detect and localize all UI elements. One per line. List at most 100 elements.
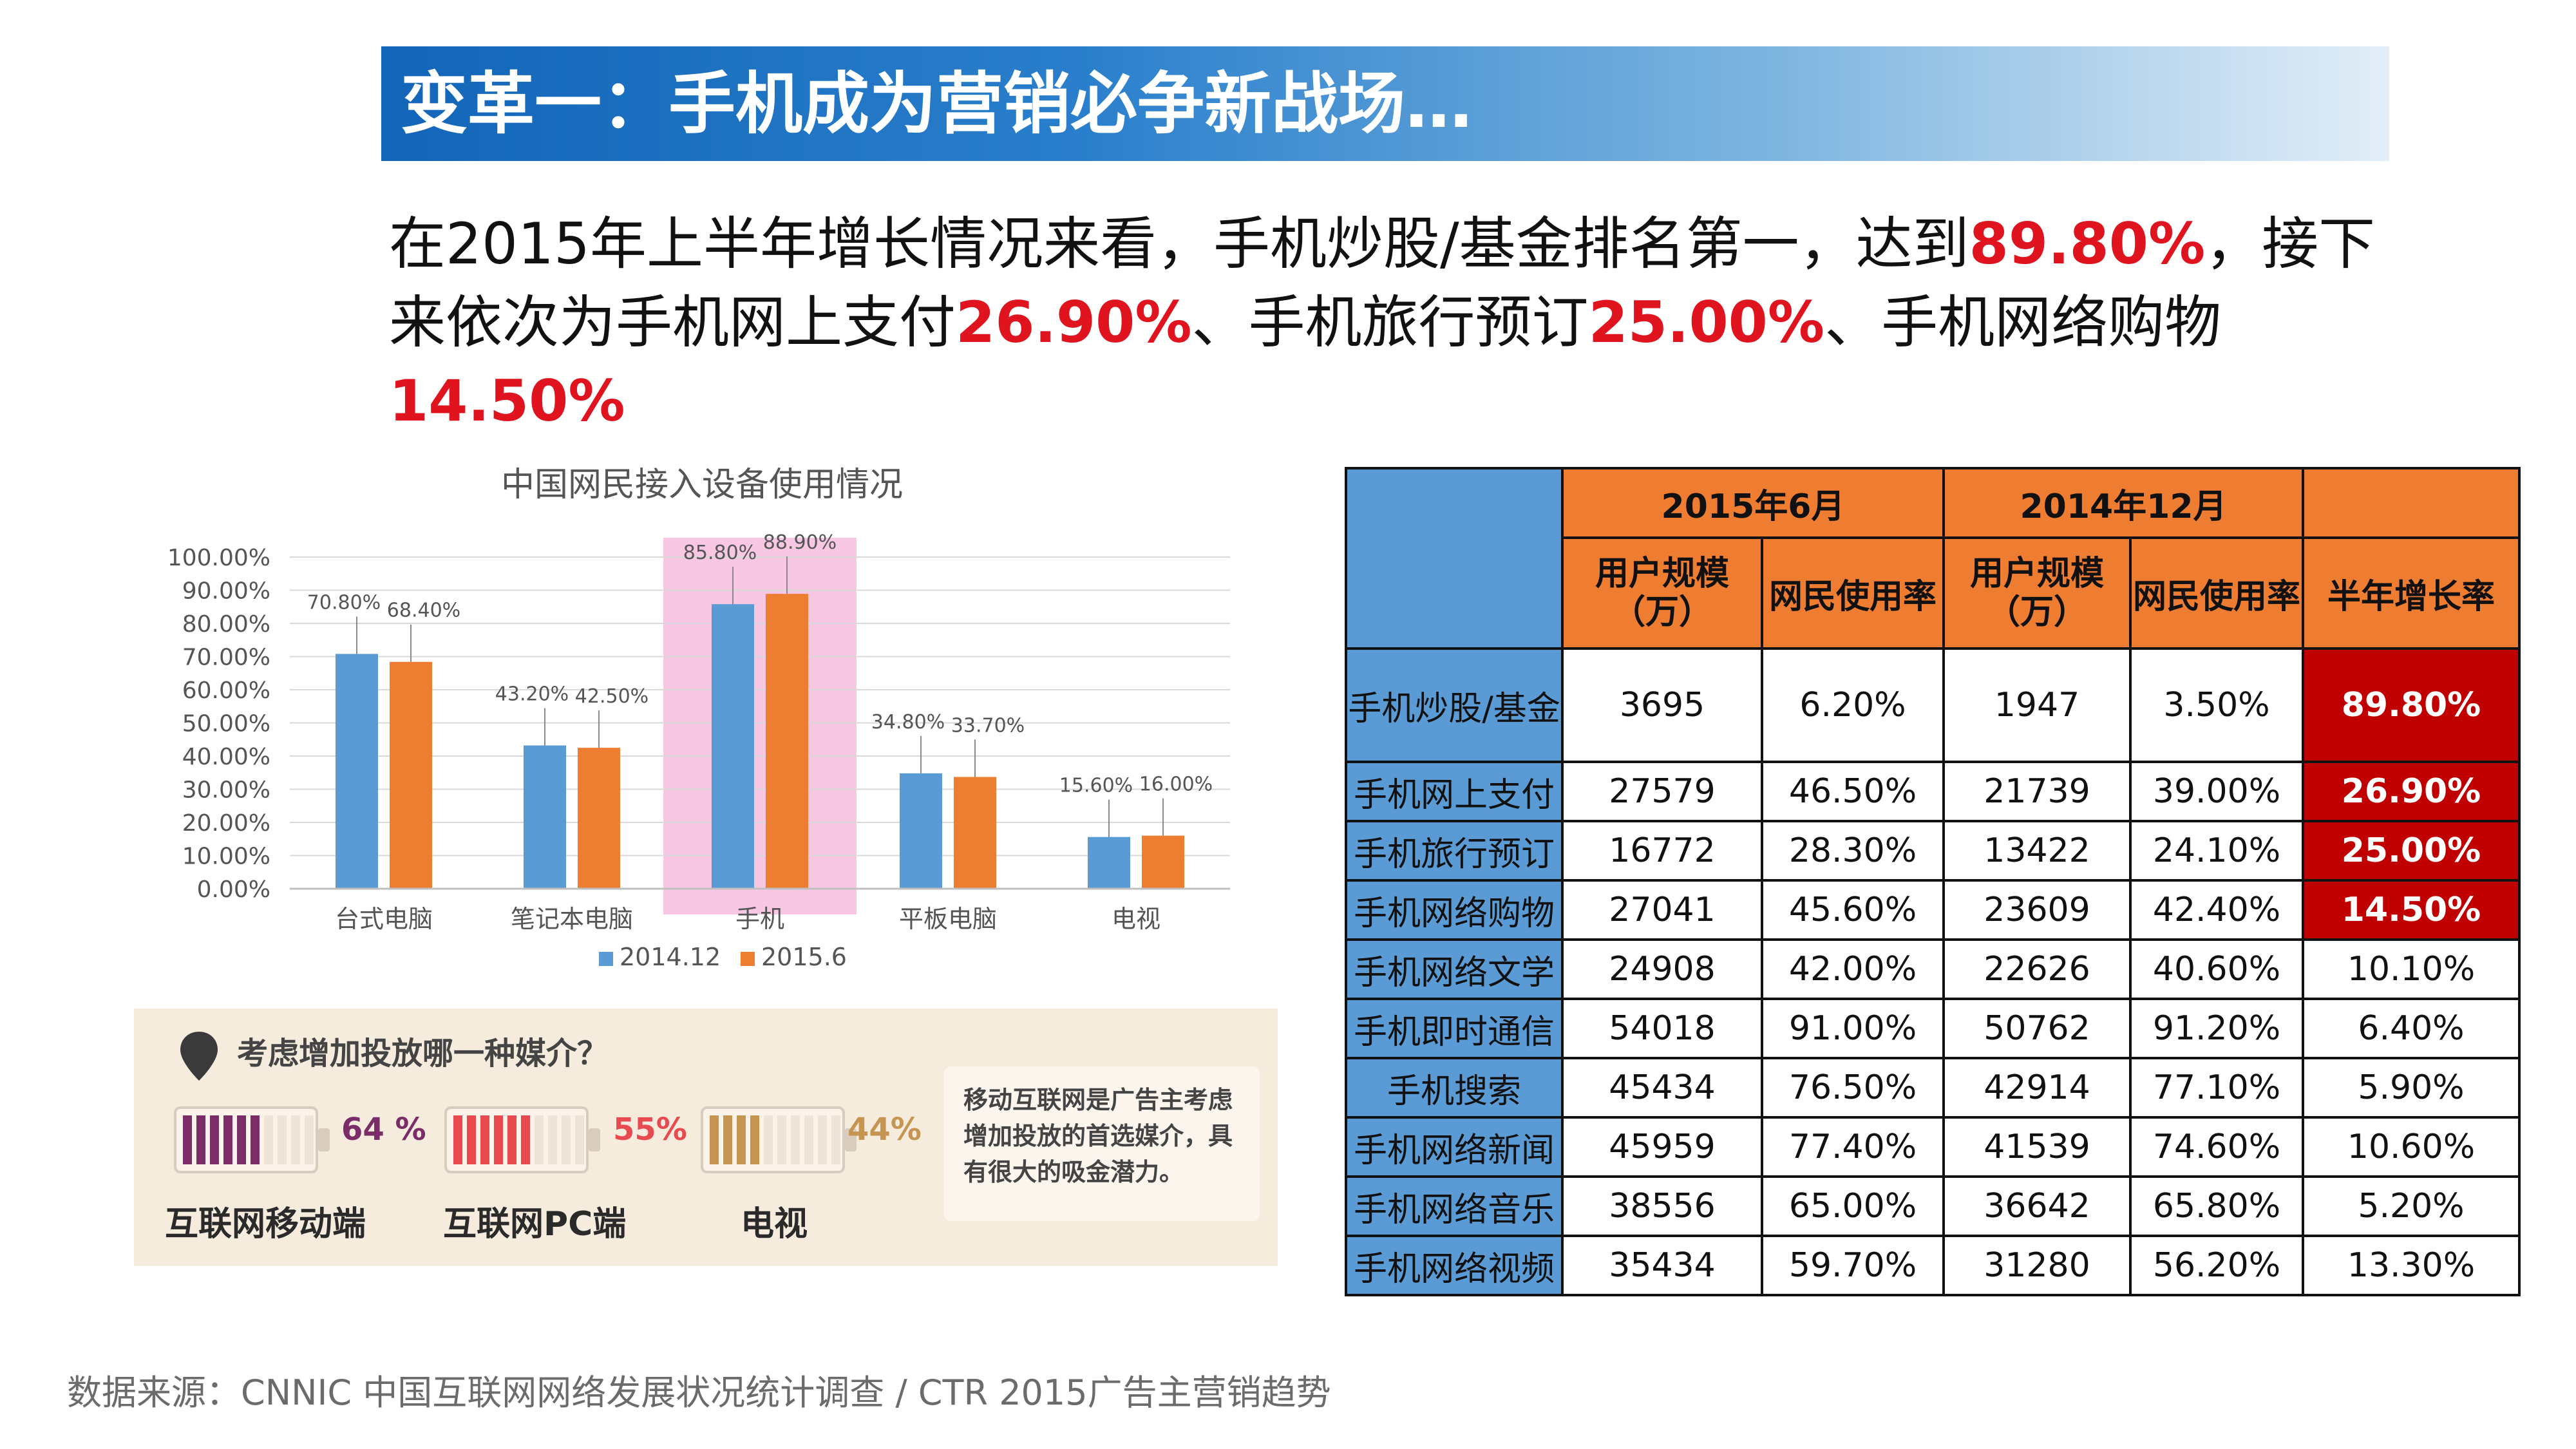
- table-row: 手机网络视频 35434 59.70% 31280 56.20% 13.30%: [1345, 1235, 2521, 1296]
- legend-label: 2014.12: [620, 943, 721, 971]
- battery-percent: 55%: [613, 1112, 687, 1148]
- media-note: 移动互联网是广告主考虑增加投放的首选媒介，具有很大的吸金潜力。: [944, 1066, 1260, 1221]
- growth-cell: 5.20%: [2302, 1175, 2521, 1237]
- row-label: 手机网络新闻: [1345, 1116, 1564, 1178]
- battery-cell: [723, 1115, 732, 1164]
- users-2014-cell: 50762: [1942, 998, 2132, 1059]
- bar-series2: [1142, 835, 1184, 889]
- table-row: 手机网上支付 27579 46.50% 21739 39.00% 26.90%: [1345, 761, 2521, 822]
- battery-cell: [237, 1115, 246, 1164]
- rate-2014-cell: 40.60%: [2129, 938, 2304, 1000]
- battery-label: 互联网PC端: [443, 1205, 627, 1244]
- row-label: 手机网络视频: [1345, 1235, 1564, 1296]
- battery-cell: [750, 1115, 759, 1164]
- users-2015-cell: 54018: [1561, 998, 1763, 1059]
- rate-2014-cell: 39.00%: [2129, 761, 2304, 822]
- battery-cell: [494, 1115, 503, 1164]
- rate-header: 网民使用率: [1761, 536, 1945, 650]
- data-label: 42.50%: [575, 685, 649, 708]
- battery-cell: [453, 1115, 462, 1164]
- growth-cell: 6.40%: [2302, 998, 2521, 1059]
- growth-cell: 25.00%: [2302, 820, 2521, 882]
- battery-cap: [318, 1128, 330, 1151]
- growth-cell: 89.80%: [2302, 647, 2521, 763]
- users-2015-cell: 45959: [1561, 1116, 1763, 1178]
- table-row: 手机网络购物 27041 45.60% 23609 42.40% 14.50%: [1345, 879, 2521, 941]
- row-label: 手机网络文学: [1345, 938, 1564, 1000]
- battery-icon: [173, 1105, 334, 1176]
- growth-cell: 26.90%: [2302, 761, 2521, 822]
- users-2015-cell: 27041: [1561, 879, 1763, 941]
- rate-header: 网民使用率: [2129, 536, 2304, 650]
- rate-2015-cell: 28.30%: [1761, 820, 1945, 882]
- x-category-label: 手机: [735, 905, 784, 933]
- table-row: 手机旅行预订 16772 28.30% 13422 24.10% 25.00%: [1345, 820, 2521, 882]
- row-label: 手机即时通信: [1345, 998, 1564, 1059]
- title-banner: 变革一：手机成为营销必争新战场…: [381, 46, 2389, 161]
- data-label: 15.60%: [1059, 775, 1133, 797]
- battery-icon: [699, 1105, 860, 1176]
- battery-percent: 44%: [848, 1112, 922, 1148]
- battery-cap: [845, 1128, 857, 1151]
- legend-label: 2015.6: [761, 943, 847, 971]
- row-label: 手机网络音乐: [1345, 1175, 1564, 1237]
- users-2015-cell: 38556: [1561, 1175, 1763, 1237]
- bar-series2: [766, 594, 808, 889]
- battery-label: 电视: [741, 1205, 808, 1244]
- users-2015-cell: 45434: [1561, 1057, 1763, 1119]
- summary-text-part: 来依次为手机网上支付: [389, 289, 956, 355]
- battery-cell: [831, 1115, 840, 1164]
- rate-2015-cell: 91.00%: [1761, 998, 1945, 1059]
- y-tick-label: 90.00%: [182, 578, 270, 605]
- mobile-app-usage-table: 2015年6月 2014年12月 用户规模（万） 网民使用率 用户规模（万） 网…: [1345, 467, 2521, 1296]
- bar-series1: [1088, 837, 1130, 889]
- growth-header-top: [2302, 467, 2521, 539]
- y-tick-label: 80.00%: [182, 611, 270, 638]
- table-row: 手机网络文学 24908 42.00% 22626 40.60% 10.10%: [1345, 938, 2521, 1000]
- y-tick-label: 40.00%: [182, 744, 270, 770]
- media-panel: 考虑增加投放哪一种媒介？ 64 % 互联网移动端 55% 互联网PC端 44% …: [134, 1009, 1278, 1266]
- x-category-label: 台式电脑: [335, 905, 433, 933]
- growth-cell: 13.30%: [2302, 1235, 2521, 1296]
- row-label: 手机旅行预订: [1345, 820, 1564, 882]
- page-title: 变革一：手机成为营销必争新战场…: [401, 64, 1473, 143]
- y-tick-label: 30.00%: [182, 777, 270, 804]
- battery-cell: [575, 1115, 584, 1164]
- rate-2015-cell: 77.40%: [1761, 1116, 1945, 1178]
- table-row: 手机搜索 45434 76.50% 42914 77.10% 5.90%: [1345, 1057, 2521, 1119]
- row-label: 手机炒股/基金: [1345, 647, 1564, 763]
- y-tick-label: 100.00%: [167, 545, 270, 571]
- battery-label: 互联网移动端: [165, 1205, 366, 1244]
- summary-text-part: 、手机旅行预订: [1191, 289, 1589, 355]
- users-2015-cell: 35434: [1561, 1235, 1763, 1296]
- summary-line-1: 在2015年上半年增长情况来看，手机炒股/基金排名第一，达到89.80%，接下: [389, 205, 2450, 283]
- rate-2015-cell: 76.50%: [1761, 1057, 1945, 1119]
- battery-cell: [251, 1115, 260, 1164]
- users-2014-cell: 1947: [1942, 647, 2132, 763]
- table-corner-cell: [1345, 467, 1564, 650]
- row-label: 手机网络购物: [1345, 879, 1564, 941]
- battery-cell: [804, 1115, 813, 1164]
- battery-cell: [278, 1115, 287, 1164]
- highlight-value: 25.00%: [1588, 289, 1825, 355]
- media-question: 考虑增加投放哪一种媒介？: [237, 1036, 609, 1072]
- legend-swatch: [741, 952, 755, 966]
- period-2014-header: 2014年12月: [1942, 467, 2304, 539]
- battery-svg: [701, 1106, 857, 1173]
- battery-cell: [305, 1115, 314, 1164]
- data-label: 85.80%: [683, 542, 757, 564]
- battery-percent: 64 %: [341, 1112, 426, 1148]
- table-row: 手机炒股/基金 3695 6.20% 1947 3.50% 89.80%: [1345, 647, 2521, 763]
- rate-2015-cell: 42.00%: [1761, 938, 1945, 1000]
- rate-2015-cell: 65.00%: [1761, 1175, 1945, 1237]
- battery-cell: [210, 1115, 219, 1164]
- users-2015-cell: 16772: [1561, 820, 1763, 882]
- y-tick-label: 20.00%: [182, 810, 270, 837]
- users-2014-cell: 36642: [1942, 1175, 2132, 1237]
- row-label: 手机网上支付: [1345, 761, 1564, 822]
- y-tick-label: 60.00%: [182, 677, 270, 704]
- location-pin-icon: [180, 1032, 218, 1081]
- summary-text: 在2015年上半年增长情况来看，手机炒股/基金排名第一，达到89.80%，接下 …: [389, 205, 2450, 440]
- battery-cell: [223, 1115, 232, 1164]
- users-header: 用户规模（万）: [1561, 536, 1763, 650]
